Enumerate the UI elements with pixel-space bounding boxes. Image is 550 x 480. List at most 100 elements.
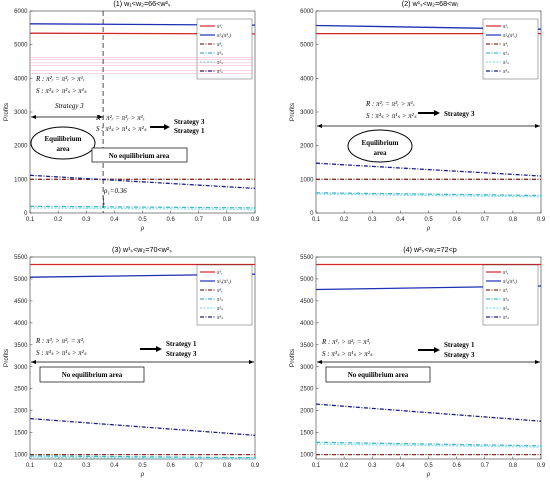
y-tick-label: 0 — [24, 211, 28, 217]
series-line-5 — [315, 443, 542, 448]
y-tick-label: 4000 — [14, 76, 28, 82]
legend-label: π¹ₛ — [503, 297, 509, 303]
annotation-text: Strategy 1 — [174, 127, 205, 135]
no-equilibrium-box — [91, 147, 188, 163]
annotation-text: Strategy 1 — [444, 341, 475, 349]
arrow-head — [98, 115, 104, 119]
x-tick-label: 0.4 — [396, 217, 405, 223]
x-tick-label: 0.8 — [509, 463, 518, 469]
chart-title: (3) w¹ₛ<w₂=70<w²ₛ — [112, 245, 172, 254]
legend-label: π³ᵣ — [503, 288, 509, 294]
series-line-6 — [29, 174, 256, 190]
y-tick-label: 3000 — [300, 365, 314, 371]
arrow-head — [434, 110, 440, 116]
chart-panel-1: (1) w₁<w₂=66<w²ₛ 0.1 0.2 0.3 0.4 0.5 0.6 0.7 0.8… — [3, 0, 260, 232]
y-tick-label: 3500 — [14, 343, 28, 349]
y-tick-label: 3000 — [14, 365, 28, 371]
legend-label: π³ₛ — [217, 315, 223, 321]
y-tick-label: 5000 — [14, 277, 28, 283]
legend-label: π³ᵣ — [217, 42, 223, 48]
y-tick-label: 4000 — [14, 321, 28, 327]
legend-label: π²ₛ — [503, 60, 509, 66]
annotation-text: Equilibrium — [45, 135, 82, 143]
annotation-text: S : π³ₛ > π¹ₛ > π²ₛ — [96, 125, 147, 133]
annotation-text: Strategy 3 — [166, 350, 197, 358]
series-line-6 — [29, 417, 256, 436]
x-tick-label: 0.2 — [54, 463, 63, 469]
x-tick-label: 0.3 — [82, 463, 91, 469]
x-tick-label: 0.2 — [340, 463, 349, 469]
y-tick-label: 2000 — [14, 409, 28, 415]
y-tick-label: 1500 — [300, 431, 314, 437]
no-equilibrium-box — [325, 366, 431, 383]
annotation-text: R : π²ᵣ = π³ᵣ > π¹ᵣ — [95, 114, 145, 122]
annotation-text: Strategy 3 — [444, 110, 475, 118]
legend-label: π³ₛ — [503, 315, 509, 321]
x-tick-label: 0.3 — [368, 217, 377, 223]
x-tick-label: 0.9 — [537, 217, 546, 223]
x-tick-label: 0.3 — [368, 463, 377, 469]
x-axis-label: ρ — [426, 470, 431, 478]
y-tick-label: 1000 — [300, 177, 314, 183]
y-tick-label: 1000 — [14, 177, 28, 183]
x-tick-label: 0.4 — [110, 463, 119, 469]
annotation-text: Strategy 1 — [166, 340, 197, 348]
series-line-6 — [315, 403, 542, 422]
legend-label: π¹ᵣ — [503, 24, 509, 30]
y-tick-label: 2000 — [300, 409, 314, 415]
legend-label: π¹ᵣ — [503, 270, 509, 276]
chart-title: (4) w²ₛ<w₂=72<p — [403, 245, 457, 254]
x-axis-label: ρ — [426, 224, 431, 232]
annotation-text: Strategy 3 — [55, 102, 84, 110]
legend-label: π³ₛ — [217, 69, 223, 75]
x-tick-label: 0.4 — [110, 217, 119, 223]
annotation-text: Equilibrium — [362, 139, 399, 147]
arrow-head — [535, 360, 540, 364]
y-tick-label: 5000 — [300, 277, 314, 283]
arrow-head — [164, 124, 170, 130]
annotation-text: R : π¹ᵣ > π²ᵣ = π³ᵣ — [321, 338, 371, 346]
y-tick-label: 4500 — [300, 299, 314, 305]
legend-label: π¹ₛ — [217, 297, 223, 303]
y-tick-label: 3500 — [300, 343, 314, 349]
y-tick-label: 5000 — [14, 43, 28, 49]
x-tick-label: 0.1 — [26, 463, 35, 469]
x-tick-label: 0.1 — [312, 217, 321, 223]
series-line-4 — [29, 455, 256, 459]
arrow-head — [434, 347, 440, 353]
y-axis-label: Profits — [3, 103, 10, 121]
y-tick-label: 5000 — [300, 43, 314, 49]
arrow-head — [317, 360, 322, 364]
x-tick-label: 0.5 — [424, 217, 433, 223]
series-line-5 — [29, 456, 256, 460]
y-tick-label: 6000 — [300, 9, 314, 15]
y-tick-label: 2500 — [300, 387, 314, 393]
x-tick-label: 0.7 — [195, 463, 204, 469]
x-tick-label: 0.8 — [223, 463, 232, 469]
annotation-text: S : π³ₛ > π²ₛ > π¹ₛ — [36, 87, 87, 95]
legend-label: π²ᵣ(π³ᵣ) — [503, 279, 517, 285]
legend-box — [196, 18, 253, 80]
x-tick-label: 0.8 — [509, 217, 518, 223]
legend-box — [482, 18, 539, 80]
annotation-text: No equilibrium area — [348, 371, 409, 379]
y-tick-label: 3000 — [300, 110, 314, 116]
legend-label: π²ᵣ(π³ᵣ) — [217, 33, 231, 39]
series-line-4 — [29, 205, 256, 209]
x-tick-label: 0.1 — [312, 463, 321, 469]
x-tick-label: 0.5 — [424, 463, 433, 469]
x-tick-label: 0.9 — [251, 217, 260, 223]
y-tick-label: 1000 — [300, 453, 314, 459]
y-tick-label: 3000 — [14, 110, 28, 116]
equilibrium-ellipse — [30, 126, 96, 160]
x-tick-label: 0.5 — [138, 217, 147, 223]
y-tick-label: 1000 — [14, 453, 28, 459]
arrow-head — [156, 346, 162, 352]
legend-label: π³ᵣ — [217, 288, 223, 294]
arrow-head — [31, 115, 36, 119]
legend-label: π²ₛ — [217, 306, 223, 312]
x-tick-label: 0.4 — [396, 463, 405, 469]
legend-label: π²ᵣ(π³ᵣ) — [217, 279, 231, 285]
legend-label: π¹ₛ — [217, 51, 223, 57]
annotation-text: Strategy 3 — [174, 118, 205, 126]
